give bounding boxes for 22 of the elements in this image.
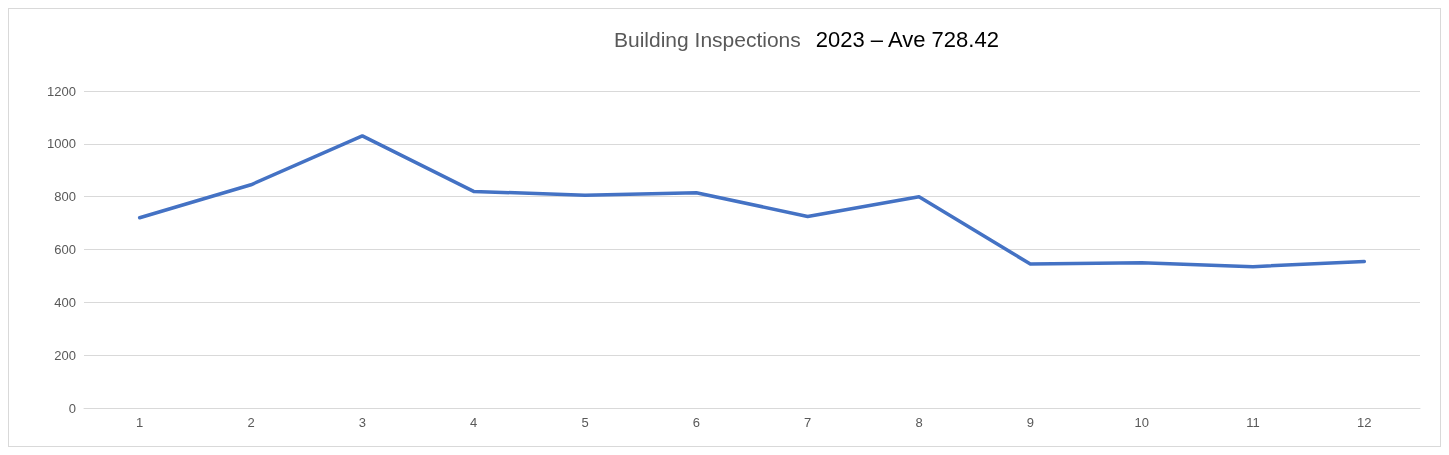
chart-subtitle: 2023 – Ave 728.42 (815, 26, 999, 52)
x-tick-label: 3 (358, 415, 366, 430)
y-tick-label: 600 (54, 242, 76, 257)
x-tick-label: 9 (1026, 415, 1034, 430)
x-tick-label: 6 (692, 415, 700, 430)
chart-title: Building Inspections (614, 27, 801, 51)
x-tick-label: 1 (136, 415, 144, 430)
x-tick-label: 11 (1246, 415, 1260, 430)
x-tick-label: 8 (915, 415, 923, 430)
x-tick-label: 2 (247, 415, 255, 430)
y-tick-label: 400 (54, 294, 76, 310)
x-tick-label: 7 (804, 415, 812, 430)
y-tick-label: 1200 (47, 83, 76, 99)
y-tick-label: 200 (54, 347, 76, 363)
x-tick-label: 10 (1134, 415, 1149, 430)
y-tick-label: 1000 (47, 136, 76, 152)
line-series (137, 134, 1367, 269)
y-tick-label: 800 (54, 189, 76, 205)
y-tick-label: 0 (68, 400, 76, 416)
x-tick-label: 4 (470, 415, 478, 430)
x-tick-label: 12 (1357, 415, 1372, 430)
x-tick-label: 5 (581, 415, 589, 430)
